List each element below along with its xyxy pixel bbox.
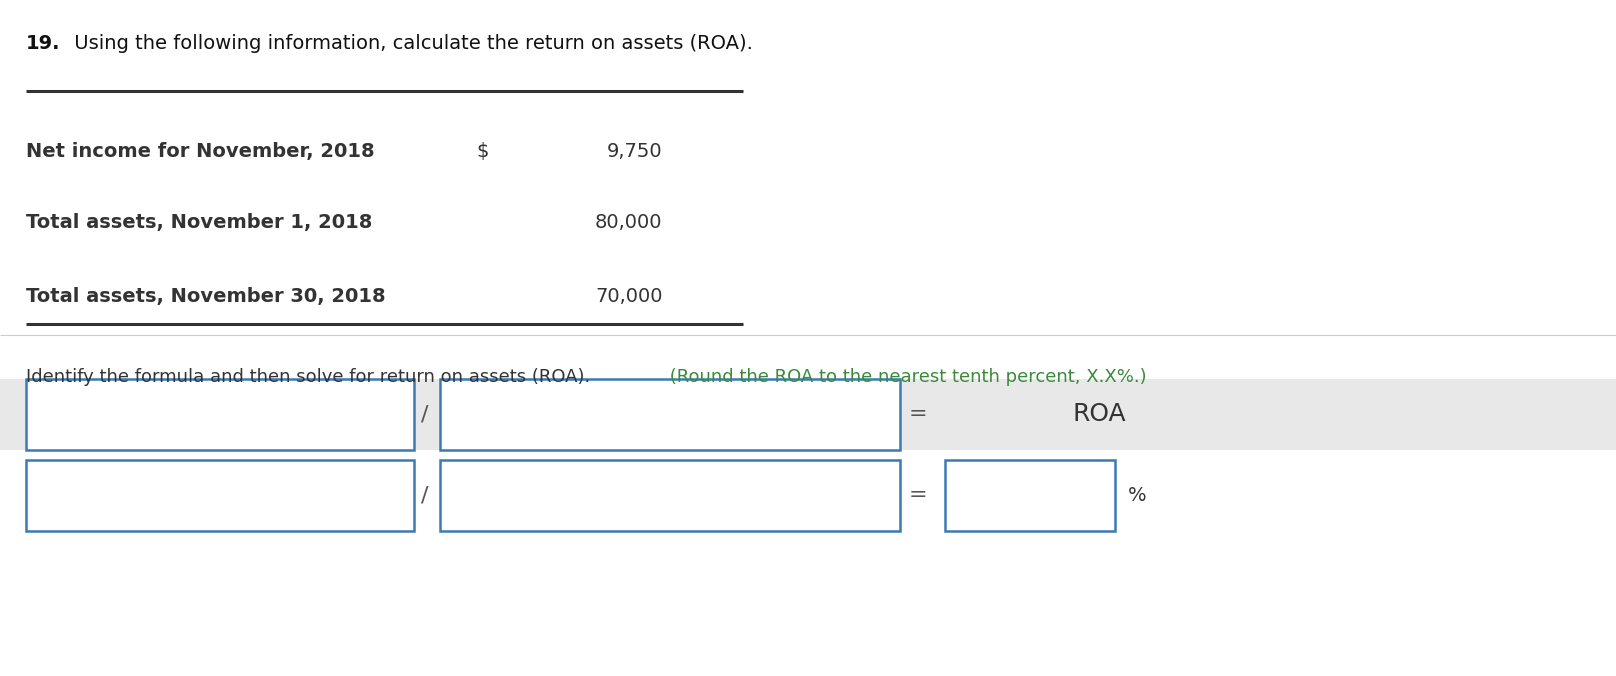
Text: Identify the formula and then solve for return on assets (ROA).: Identify the formula and then solve for … [26,368,590,387]
Bar [26,460,414,531]
Text: /: / [422,485,428,505]
Text: =: = [908,485,928,505]
Text: ROA: ROA [1071,402,1126,426]
Text: Net income for November, 2018: Net income for November, 2018 [26,142,375,161]
Text: 70,000: 70,000 [595,287,663,306]
Text: Total assets, November 1, 2018: Total assets, November 1, 2018 [26,213,372,232]
Bar [945,460,1115,531]
Text: (Round the ROA to the nearest tenth percent, X.X%.): (Round the ROA to the nearest tenth perc… [664,368,1147,387]
Text: 9,750: 9,750 [608,142,663,161]
Text: /: / [422,404,428,424]
Text: 80,000: 80,000 [595,213,663,232]
Text: 19.: 19. [26,34,60,53]
Bar [0,379,1616,450]
Text: %: % [1128,485,1147,505]
Text: Using the following information, calculate the return on assets (ROA).: Using the following information, calcula… [68,34,753,53]
Bar [440,460,900,531]
Text: =: = [908,404,928,424]
Text: Total assets, November 30, 2018: Total assets, November 30, 2018 [26,287,386,306]
Text: $: $ [477,142,490,161]
Bar [26,379,414,450]
Bar [440,379,900,450]
